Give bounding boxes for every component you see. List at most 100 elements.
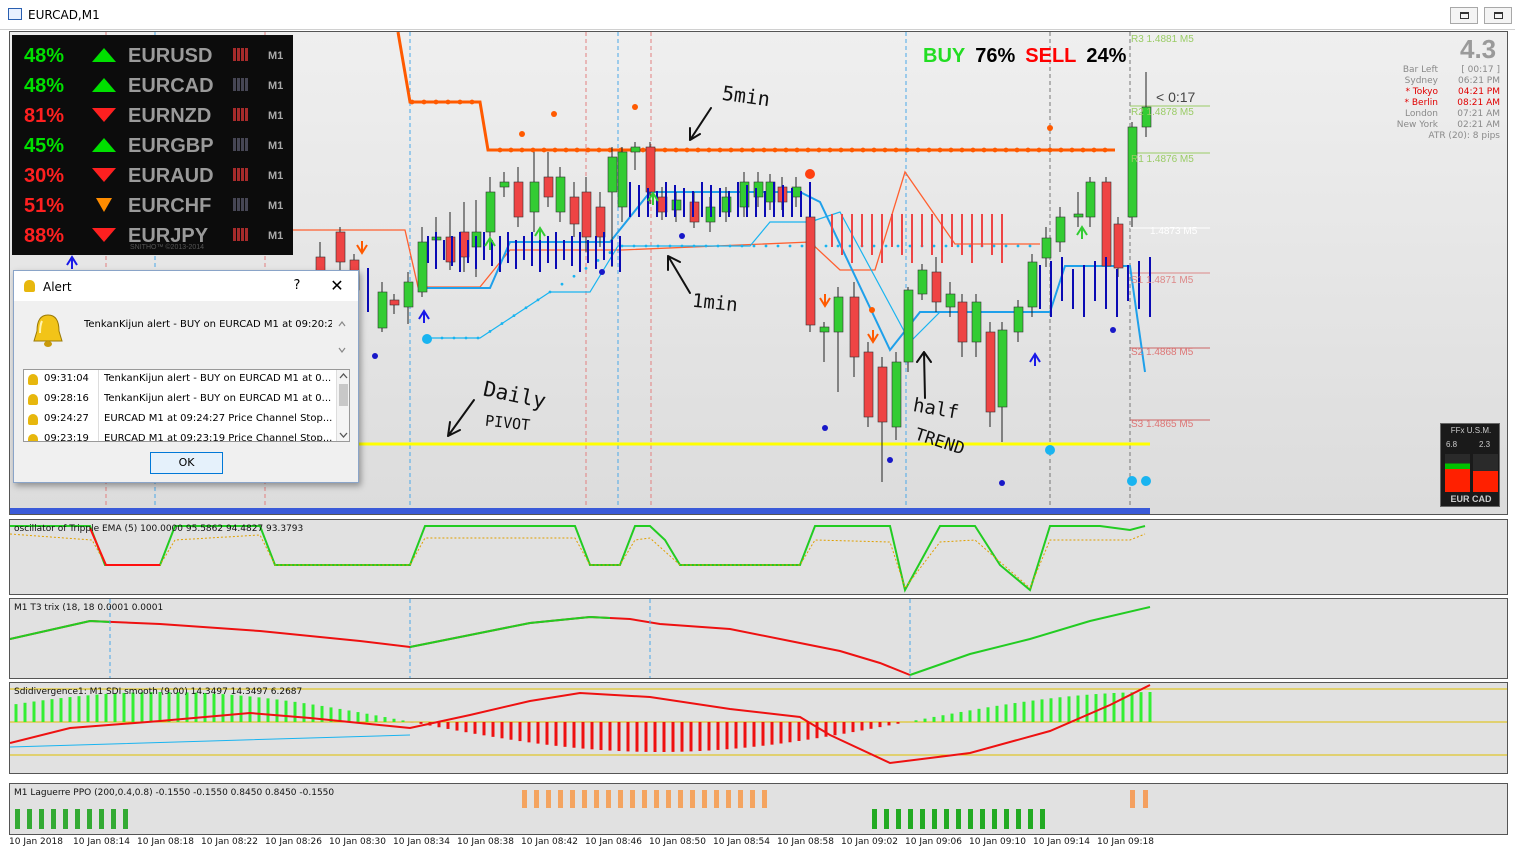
session-time: 04:21 PM <box>1458 87 1500 97</box>
alert-history-row[interactable]: 09:23:19 EURCAD M1 at 09:23:19 Price Chan… <box>24 430 337 442</box>
alert-text: TenkanKijun alert - BUY on EURCAD M1 at … <box>104 393 332 404</box>
ppo-bar <box>1028 809 1033 829</box>
ppo-bar <box>1143 790 1148 808</box>
price-scale[interactable] <box>1508 31 1515 836</box>
strength-percent: 48% <box>24 75 65 97</box>
sell-arrow-icon <box>867 330 879 344</box>
strength-timeframe: M1 <box>268 80 284 92</box>
session-info-row: London 07:21 AM <box>1380 109 1502 120</box>
kijun-dot <box>608 251 612 254</box>
session-name: * Tokyo <box>1405 87 1438 97</box>
candle-body <box>739 181 750 208</box>
candle-body <box>581 191 592 238</box>
alert-message: TenkanKijun alert - BUY on EURCAD M1 at … <box>84 319 332 330</box>
alert-text: EURCAD M1 at 09:23:19 Price Channel Stop… <box>104 433 333 442</box>
session-info-row: * Berlin 08:21 AM <box>1380 98 1502 109</box>
alert-titlebar[interactable]: Alert ? ✕ <box>14 271 358 301</box>
ppo-bar <box>666 790 671 808</box>
osc4-canvas[interactable] <box>10 784 1508 835</box>
message-scroll-arrows[interactable] <box>336 317 348 357</box>
tripple-ema-oscillator-pane[interactable]: oscillator of Tripple EMA (5) 100.0000 9… <box>9 519 1508 595</box>
strength-row: 30% EURAUD M1 <box>12 159 293 189</box>
candle-body <box>833 296 844 333</box>
ppo-bar <box>51 809 56 829</box>
ema-dot <box>816 147 822 153</box>
kijun-dot <box>764 244 768 248</box>
time-tick-label: 10 Jan 09:02 <box>841 837 898 847</box>
kijun-dot <box>800 244 804 248</box>
alert-history-row[interactable]: 09:24:27 EURCAD M1 at 09:24:27 Price Chan… <box>24 410 337 430</box>
sell-arrow-icon <box>819 294 831 308</box>
strength-percent: 30% <box>24 165 65 187</box>
ffx-pair: EUR CAD <box>1450 494 1492 504</box>
ppo-bar <box>606 790 611 808</box>
level-s1-label: S1 1.4871 M5 <box>1131 275 1194 286</box>
restore-button[interactable] <box>1450 7 1478 24</box>
alert-history-list[interactable]: 09:31:04 TenkanKijun alert - BUY on EURCA… <box>23 369 350 442</box>
restore-icon <box>1460 12 1469 19</box>
laguerre-ppo-pane[interactable]: M1 Laguerre PPO (200,0.4,0.8) -0.1550 -0… <box>9 783 1508 835</box>
strength-percent: 45% <box>24 135 65 157</box>
sdi-divergence-pane[interactable]: Sdidivergence1: M1 SDI smooth (9.00) 14.… <box>9 682 1508 774</box>
currency-strength-panel: 48% EURUSD M1 48% EURCAD M1 81% EURNZD M1 45% EURG… <box>12 35 293 255</box>
session-info-row: ATR (20): 8 pips <box>1380 131 1502 142</box>
sell-percent: 24% <box>1086 45 1127 67</box>
strength-grid-icon <box>233 198 249 211</box>
candle-body <box>819 326 830 333</box>
ppo-bar <box>762 790 767 808</box>
alert-list-scrollbar[interactable] <box>336 370 349 441</box>
ppo-bar <box>920 809 925 829</box>
candle-body <box>1127 126 1138 218</box>
arrow-down-icon <box>92 108 116 122</box>
alert-history-row[interactable]: 09:31:04 TenkanKijun alert - BUY on EURCA… <box>24 370 337 390</box>
ppo-bar <box>1004 809 1009 829</box>
candle-body <box>1113 223 1124 269</box>
kijun-dot <box>932 244 936 248</box>
kijun-dot <box>440 336 444 340</box>
kijun-dot <box>536 298 540 302</box>
buy-arrow-icon <box>1076 225 1088 239</box>
osc1-canvas[interactable] <box>10 520 1508 595</box>
strength-pair: EURJPY <box>128 225 209 247</box>
kijun-dot <box>968 244 972 248</box>
t3-trix-pane[interactable]: M1 T3 trix (18, 18 0.0001 0.0001 <box>9 598 1508 679</box>
ema-dot <box>1036 147 1042 153</box>
strength-percent: 48% <box>24 45 65 67</box>
alert-time: 09:23:19 <box>44 433 89 442</box>
candle-body <box>1055 216 1066 243</box>
ema-dot <box>838 147 844 153</box>
strength-grid-icon <box>233 108 249 121</box>
help-button[interactable]: ? <box>293 278 301 293</box>
buy-arrow-icon <box>418 309 430 323</box>
ok-button[interactable]: OK <box>150 452 223 474</box>
candle-body <box>1041 237 1052 259</box>
osc3-canvas[interactable] <box>10 683 1508 774</box>
ppo-bar <box>956 809 961 829</box>
close-button[interactable]: ✕ <box>330 276 344 295</box>
time-tick-label: 10 Jan 08:22 <box>201 837 258 847</box>
kijun-dot <box>488 330 492 333</box>
ema-dot <box>574 147 580 153</box>
ema-dot <box>1014 147 1020 153</box>
kijun-dot <box>620 244 624 248</box>
kijun-dot <box>908 244 912 248</box>
alert-history-row[interactable]: 09:28:16 TenkanKijun alert - BUY on EURCA… <box>24 390 337 410</box>
candle-body <box>985 331 996 413</box>
signal-dot <box>551 111 557 117</box>
alert-list-scroll-arrows[interactable] <box>337 370 350 441</box>
ppo-bar <box>678 790 683 808</box>
maximize-button[interactable] <box>1484 7 1512 24</box>
ppo-bar <box>111 809 116 829</box>
trix-green-line <box>909 606 1151 676</box>
ppo-bar <box>872 809 877 829</box>
ema-dot <box>783 147 789 153</box>
ema-dot <box>981 147 987 153</box>
ema-dot <box>904 147 910 153</box>
strength-timeframe: M1 <box>268 230 284 242</box>
arrow-up-icon <box>92 138 116 152</box>
ema-dot <box>926 147 932 153</box>
osc2-canvas[interactable] <box>10 599 1508 679</box>
session-info-table: Bar Left [ 00:17 ] Sydney 06:21 PM * Tokyo 04… <box>1380 65 1502 142</box>
osc3-label: Sdidivergence1: M1 SDI smooth (9.00) 14.… <box>14 687 303 697</box>
kijun-dot <box>776 244 780 248</box>
